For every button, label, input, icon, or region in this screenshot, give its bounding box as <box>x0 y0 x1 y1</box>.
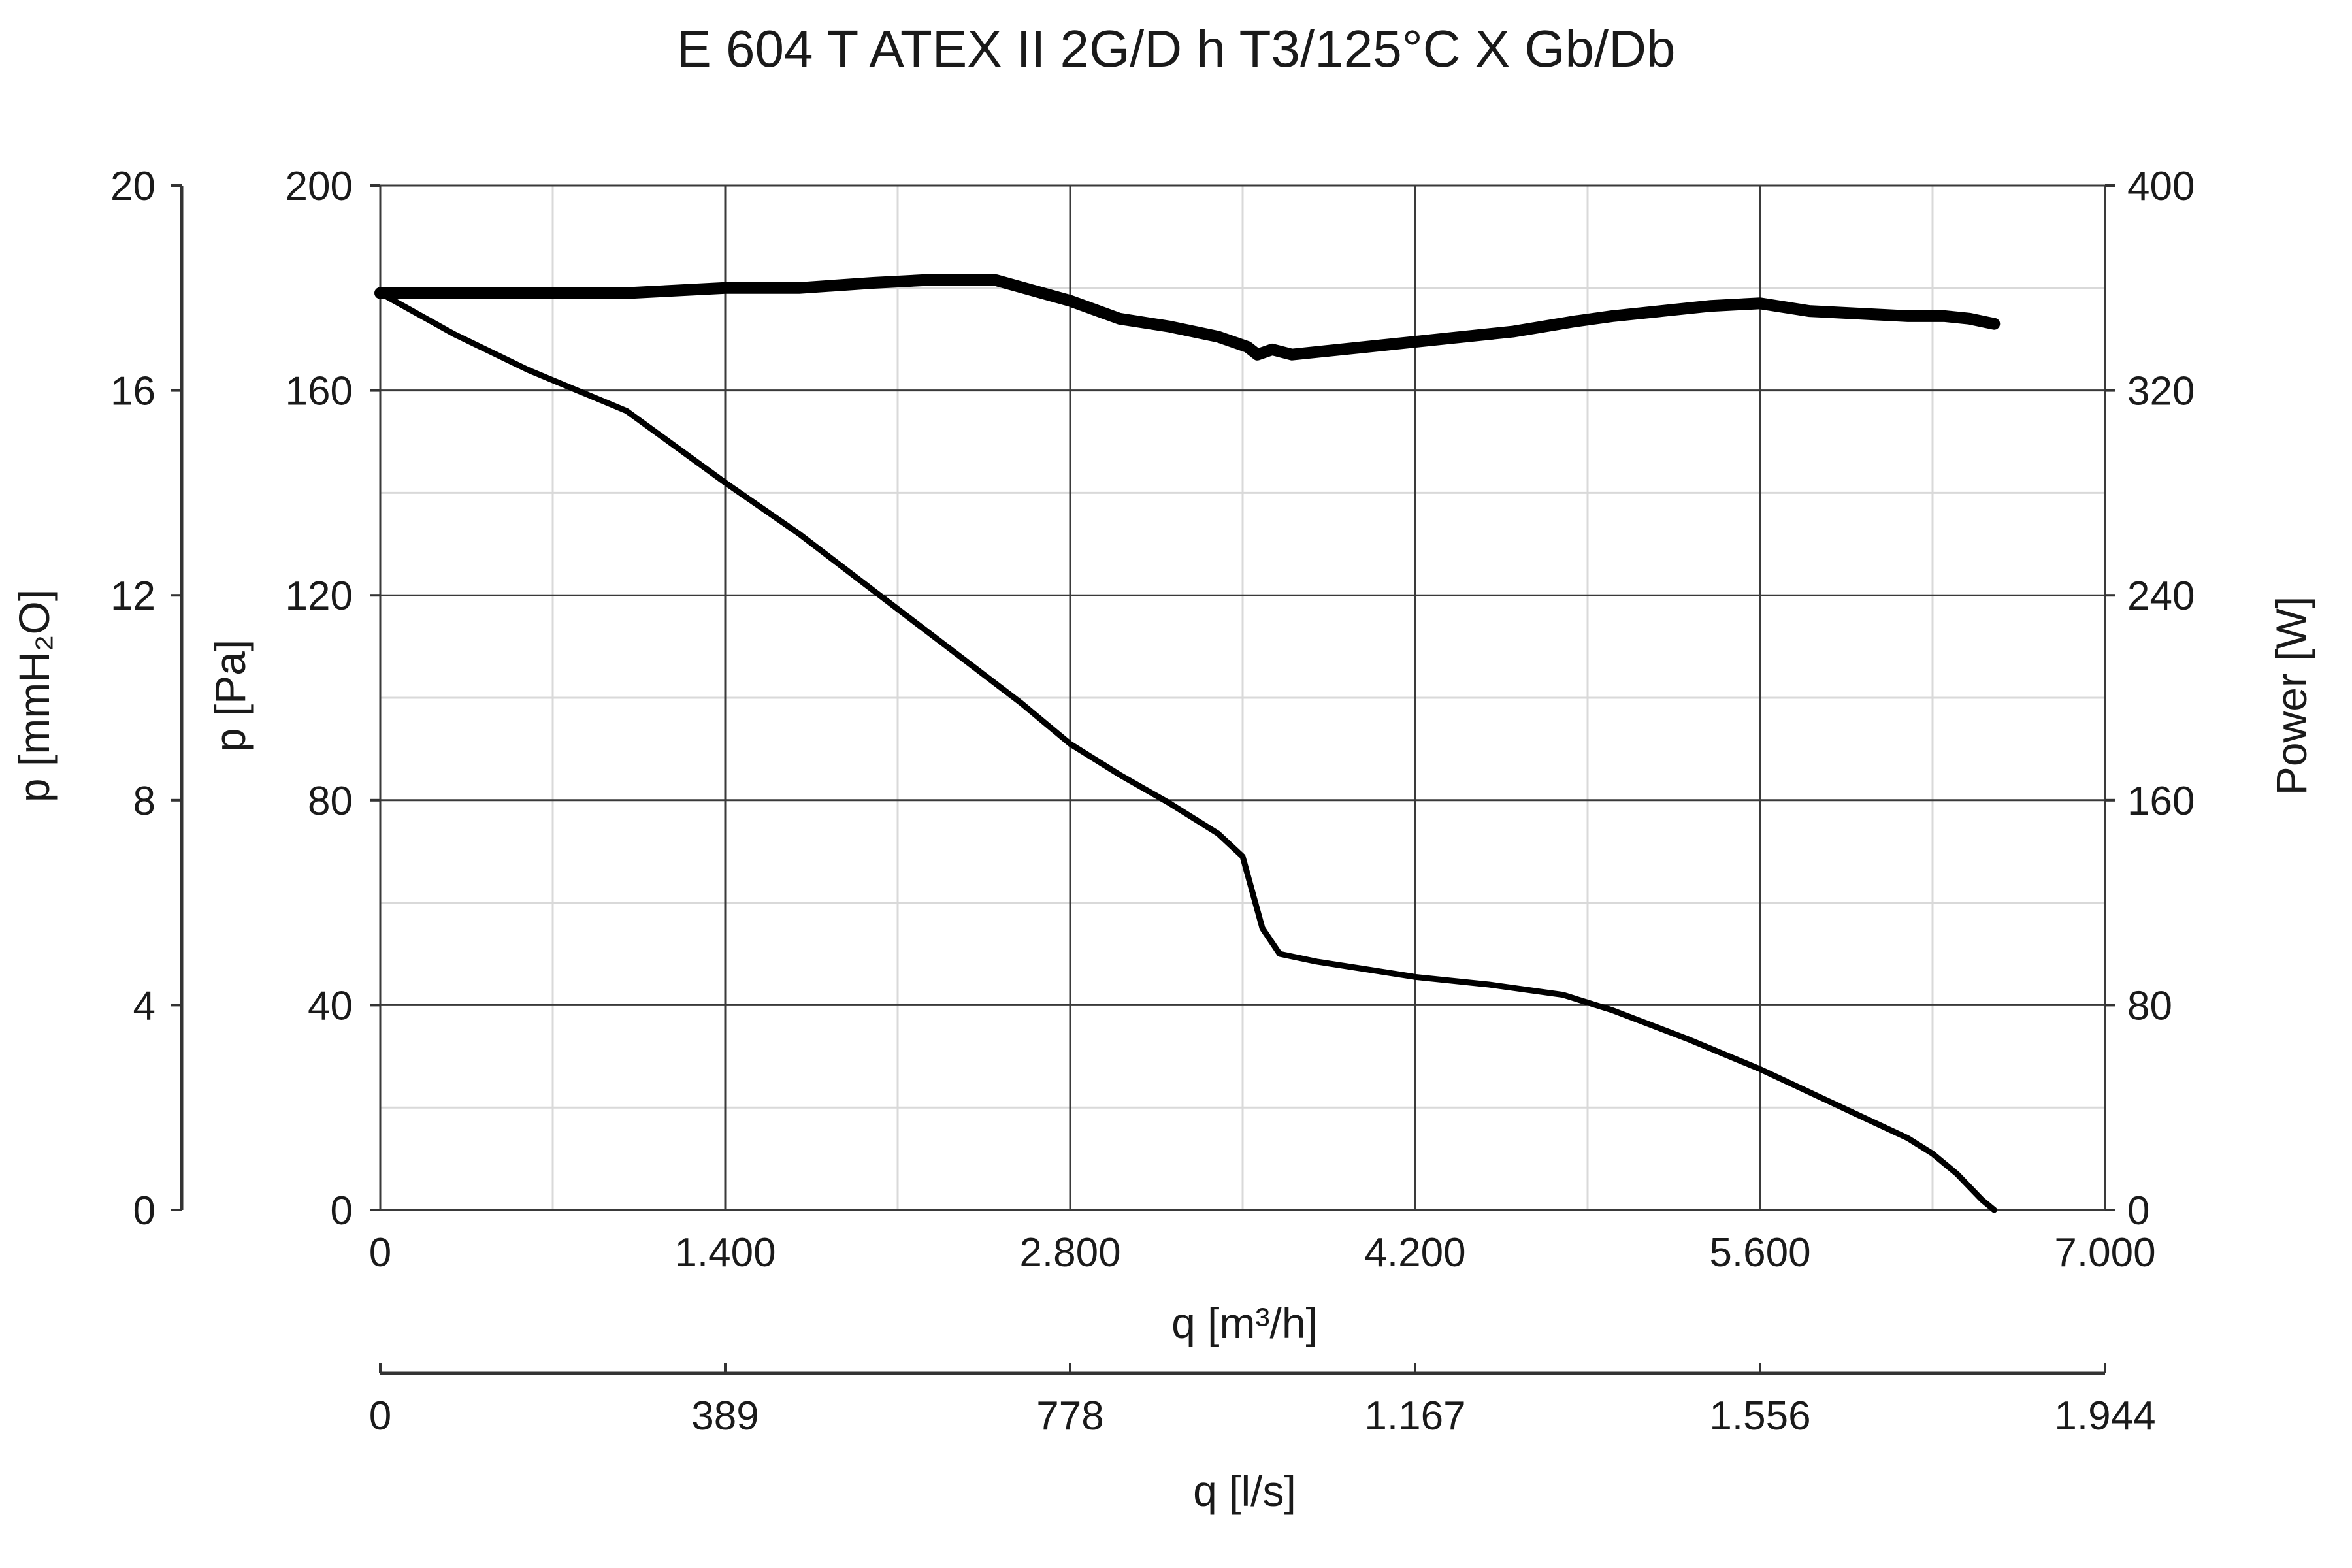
x-secondary-axis-label: q [l/s] <box>1193 1467 1296 1515</box>
grid-layer <box>379 184 2106 1211</box>
y-secondary-axis-label: p [mmH₂O] <box>10 589 58 802</box>
x-tick-label: 4.200 <box>1364 1230 1465 1275</box>
y2-tick-label: 80 <box>2127 983 2172 1028</box>
y-secondary-tick-label: 8 <box>133 779 155 824</box>
y-tick-label: 80 <box>308 779 353 824</box>
x-secondary-tick-label: 1.556 <box>1709 1394 1810 1439</box>
y2-tick-label: 160 <box>2127 779 2195 824</box>
y-tick-label: 40 <box>308 983 353 1028</box>
x-secondary-tick-label: 0 <box>369 1394 391 1439</box>
y2-tick-label: 0 <box>2127 1188 2149 1233</box>
series-layer <box>374 274 2001 1213</box>
y-tick-label: 200 <box>286 164 353 209</box>
y2-tick-label: 400 <box>2127 164 2195 209</box>
chart-title: E 604 T ATEX II 2G/D h T3/125°C X Gb/Db <box>676 20 1675 78</box>
axes-layer <box>171 184 2115 1375</box>
x-secondary-tick-label: 1.167 <box>1364 1394 1465 1439</box>
y-tick-label: 0 <box>331 1188 353 1233</box>
y-secondary-tick-label: 16 <box>110 369 155 414</box>
power-curve-line <box>374 274 2001 361</box>
pressure-curve-line <box>377 290 1997 1213</box>
y-secondary-tick-label: 20 <box>110 164 155 209</box>
y-secondary-tick-label: 0 <box>133 1188 155 1233</box>
x-tick-label: 0 <box>369 1230 391 1275</box>
y2-axis-label: Power [W] <box>2267 596 2315 795</box>
x-secondary-tick-label: 1.944 <box>2054 1394 2155 1439</box>
x-secondary-tick-label: 389 <box>691 1394 759 1439</box>
y-tick-label: 160 <box>286 369 353 414</box>
y-secondary-tick-label: 4 <box>133 983 155 1028</box>
x-tick-label: 5.600 <box>1709 1230 1810 1275</box>
y-axis-label: p [Pa] <box>206 640 254 752</box>
x-secondary-tick-label: 778 <box>1036 1394 1103 1439</box>
x-tick-label: 7.000 <box>2054 1230 2155 1275</box>
y-secondary-tick-label: 12 <box>110 574 155 619</box>
labels-layer: E 604 T ATEX II 2G/D h T3/125°C X Gb/Db … <box>10 20 2315 1515</box>
y2-tick-label: 240 <box>2127 574 2195 619</box>
y-tick-label: 120 <box>286 574 353 619</box>
x-tick-label: 2.800 <box>1019 1230 1120 1275</box>
x-axis-label: q [m³/h] <box>1171 1299 1318 1347</box>
x-tick-label: 1.400 <box>674 1230 776 1275</box>
y2-tick-label: 320 <box>2127 369 2195 414</box>
